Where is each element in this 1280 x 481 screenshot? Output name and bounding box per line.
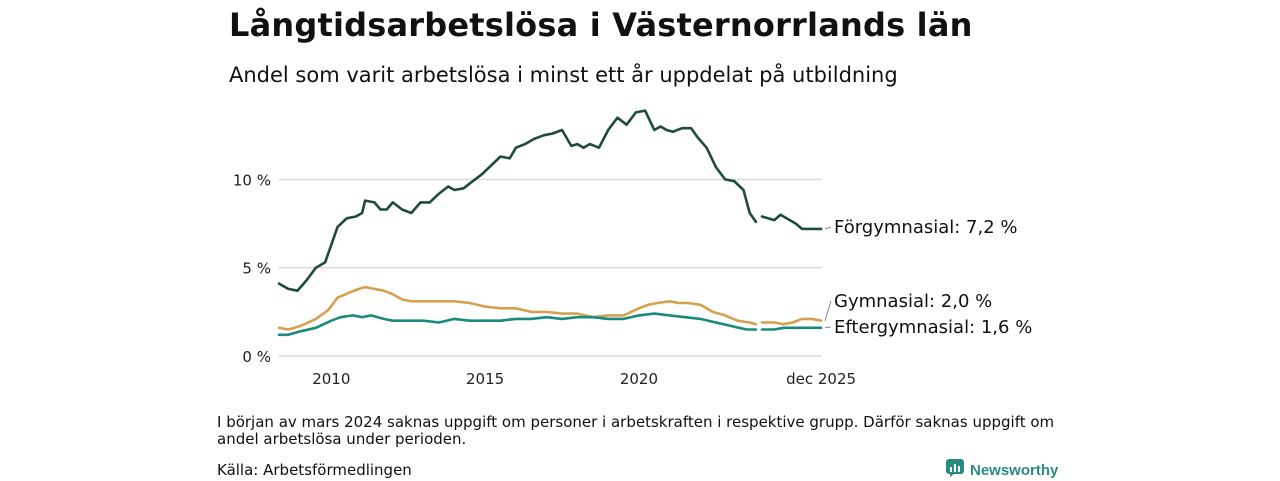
footnote: I början av mars 2024 saknas uppgift om … <box>217 413 1055 448</box>
series-line-förgymnasial-before-gap <box>277 109 758 292</box>
series-line-förgymnasial-after-gap <box>760 213 823 231</box>
series-lines <box>277 109 823 337</box>
series-label-eftergymnasial: Eftergymnasial: 1,6 % <box>834 317 1032 338</box>
brand-logo[interactable]: Newsworthy <box>946 459 1058 481</box>
line-chart: 0 % 5 % 10 % 2010 2015 2020 dec 2025 Förgymna… <box>233 109 1032 388</box>
x-tick-label: 2015 <box>466 370 504 388</box>
label-leader-eftergymnasial <box>824 326 832 329</box>
series-line-gymnasial-before-gap <box>277 285 758 331</box>
series-line-eftergymnasial-after-gap <box>760 326 823 331</box>
y-tick-label: 10 % <box>233 171 271 189</box>
series-line-gymnasial-after-gap <box>760 317 823 326</box>
y-axis-ticks: 0 % 5 % 10 % <box>233 171 271 366</box>
source-text: Källa: Arbetsförmedlingen <box>217 461 412 479</box>
brand-name: Newsworthy <box>970 461 1059 479</box>
newsworthy-logo-icon <box>946 459 964 481</box>
label-leader-gymnasial <box>824 300 832 321</box>
series-label-förgymnasial: Förgymnasial: 7,2 % <box>834 217 1018 238</box>
y-tick-label: 0 % <box>242 348 271 366</box>
series-line-eftergymnasial-before-gap <box>277 312 758 337</box>
y-tick-label: 5 % <box>242 260 271 278</box>
chart-title: Långtidsarbetslösa i Västernorrlands län <box>229 6 973 44</box>
x-tick-label: dec 2025 <box>786 370 856 388</box>
x-axis-ticks: 2010 2015 2020 dec 2025 <box>312 370 856 388</box>
series-label-gymnasial: Gymnasial: 2,0 % <box>834 291 992 312</box>
chart-subtitle: Andel som varit arbetslösa i minst ett å… <box>229 63 898 87</box>
label-leader-förgymnasial <box>824 226 832 230</box>
grid-lines <box>279 178 822 357</box>
x-tick-label: 2010 <box>312 370 350 388</box>
x-tick-label: 2020 <box>620 370 658 388</box>
series-labels: Förgymnasial: 7,2 % Gymnasial: 2,0 % Efter… <box>824 217 1032 338</box>
